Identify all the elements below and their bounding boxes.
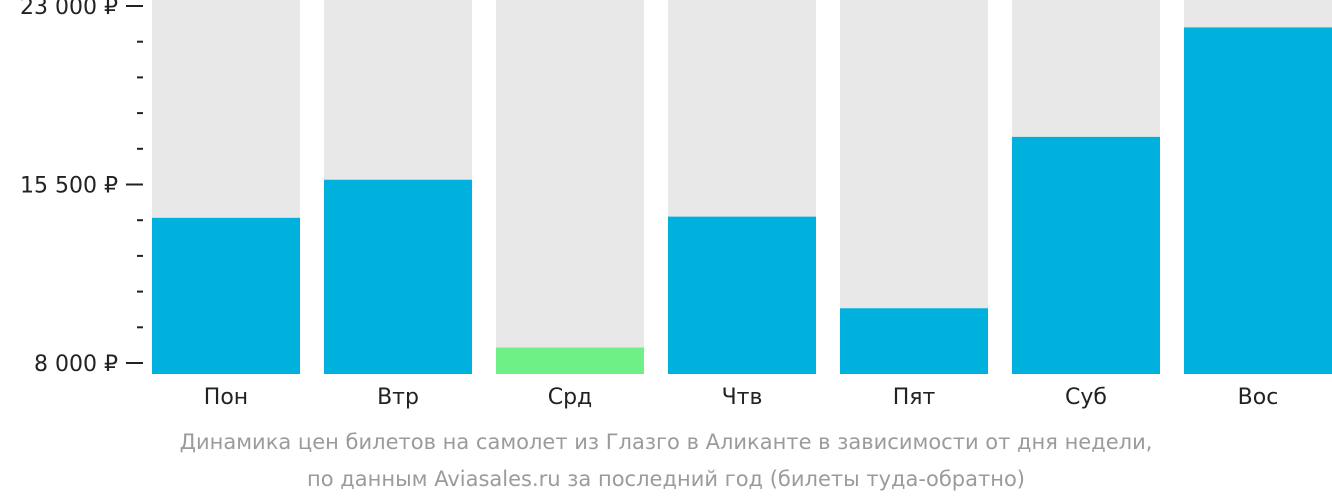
- bar-5[interactable]: [840, 308, 988, 374]
- x-tick-label: Вос: [1238, 385, 1279, 410]
- bar-6[interactable]: [1012, 136, 1160, 374]
- y-axis: 23 000 ₽ 15 500 ₽ 8 000 ₽: [20, 0, 143, 377]
- x-axis: Пон Втр Срд Чтв Пят Суб Вос: [204, 385, 1279, 410]
- bar-3[interactable]: [496, 347, 644, 374]
- x-tick-label: Суб: [1065, 385, 1107, 410]
- y-tick-label: 8 000 ₽: [34, 352, 118, 377]
- bar-4[interactable]: [668, 216, 816, 374]
- x-tick-label: Пон: [204, 385, 248, 410]
- bars-group: [152, 0, 1332, 374]
- y-tick-label: 15 500 ₽: [20, 174, 118, 199]
- price-by-weekday-chart: 23 000 ₽ 15 500 ₽ 8 000 ₽ Пон Втр Срд Чтв Пят С…: [20, 0, 1332, 410]
- y-tick-label: 23 000 ₽: [20, 0, 118, 20]
- x-tick-label: Пят: [893, 385, 936, 410]
- x-tick-label: Срд: [548, 385, 593, 410]
- bar-7[interactable]: [1184, 27, 1332, 374]
- bar-2[interactable]: [324, 179, 472, 374]
- bar-1[interactable]: [152, 217, 300, 374]
- bar-background-3: [496, 0, 644, 374]
- x-tick-label: Втр: [377, 385, 419, 410]
- chart-caption-line-1: Динамика цен билетов на самолет из Глазг…: [179, 430, 1153, 454]
- x-tick-label: Чтв: [722, 385, 763, 410]
- chart-caption-line-2: по данным Aviasales.ru за последний год …: [307, 467, 1025, 491]
